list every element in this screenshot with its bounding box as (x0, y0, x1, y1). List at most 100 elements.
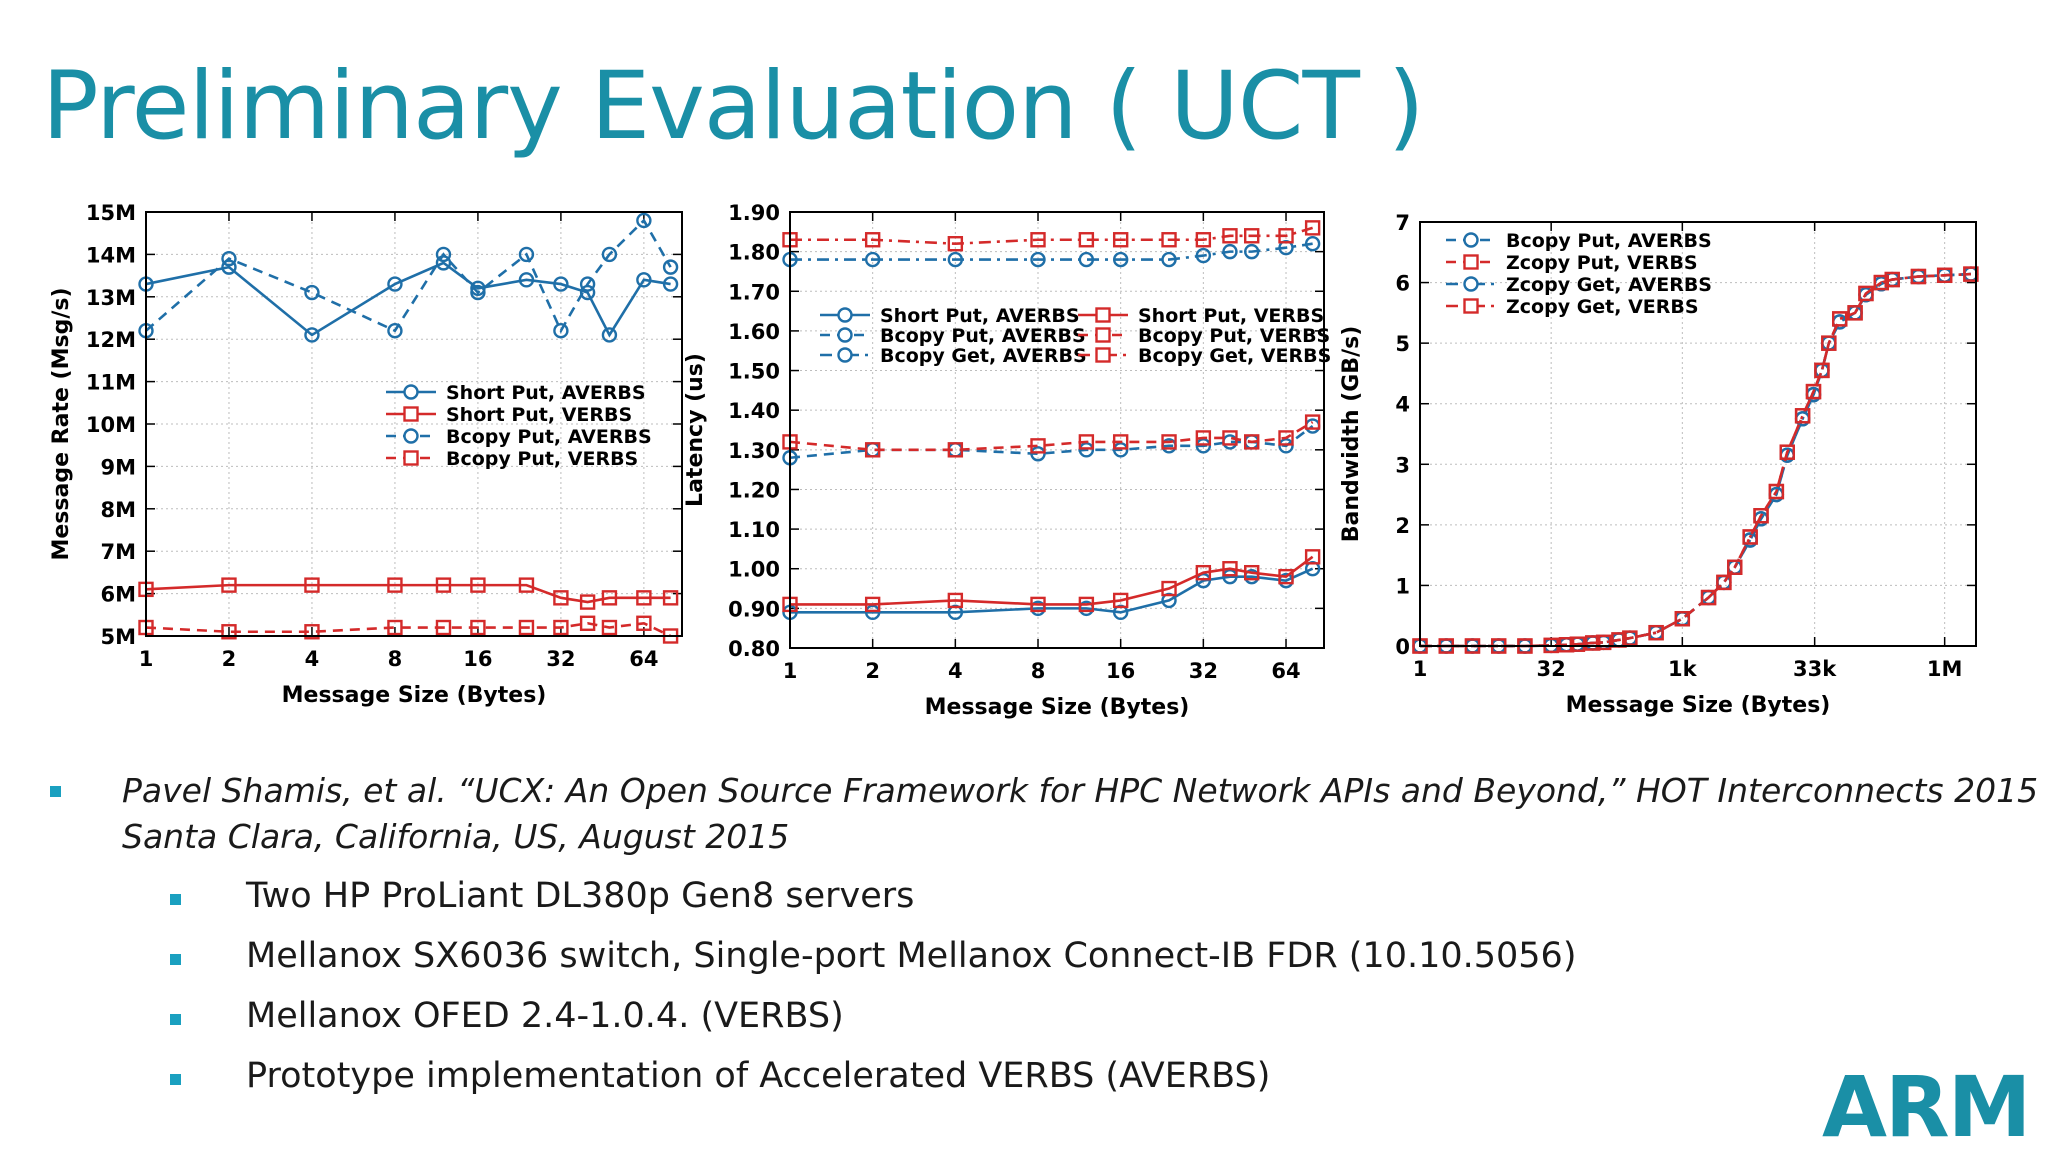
series-line (1420, 272, 1971, 648)
y-tick-label: 5M (100, 625, 136, 649)
y-tick-label: 14M (86, 243, 136, 267)
arm-logo: ARM (1822, 1058, 2031, 1156)
data-point (435, 577, 452, 593)
reference-line-2: Santa Clara, California, US, August 2015 (122, 817, 790, 856)
data-point (1884, 271, 1900, 288)
data-point (1873, 274, 1890, 291)
data-point (1716, 574, 1732, 591)
x-axis-label: Message Size (Bytes) (1566, 693, 1831, 718)
legend-marker (1095, 347, 1111, 363)
data-point (1030, 438, 1046, 454)
data-point (1244, 434, 1260, 450)
data-point (1858, 285, 1874, 302)
data-point (553, 590, 569, 606)
data-point (636, 212, 652, 229)
y-tick-label: 6M (100, 583, 136, 607)
data-point (1244, 228, 1260, 244)
y-tick-label: 13M (86, 286, 136, 310)
y-tick-label: 7 (1395, 211, 1410, 235)
series-line (1420, 272, 1971, 648)
y-tick-label: 5 (1395, 332, 1410, 356)
legend-label: Bcopy Put, AVERBS (446, 426, 652, 448)
x-tick-label: 1 (783, 659, 798, 683)
data-point (1814, 362, 1830, 379)
legend-marker (1463, 254, 1479, 270)
y-tick-label: 8M (100, 498, 136, 522)
data-point (947, 251, 964, 268)
sub-bullet-1: Two HP ProLiant DL380p Gen8 servers (170, 876, 915, 916)
data-point (387, 577, 403, 593)
data-point (947, 236, 964, 252)
data-point (1222, 568, 1238, 585)
x-tick-label: 32 (1189, 659, 1218, 683)
legend-label: Short Put, VERBS (1138, 305, 1324, 327)
data-point (1244, 243, 1260, 260)
legend-label: Zcopy Get, VERBS (1506, 296, 1699, 318)
data-point (1222, 228, 1238, 244)
data-point (1595, 634, 1612, 651)
data-point (553, 323, 569, 339)
legend-marker (403, 428, 419, 444)
y-tick-label: 9M (100, 455, 136, 479)
y-tick-label: 0.80 (728, 637, 780, 661)
y-tick-label: 0 (1395, 635, 1410, 659)
data-point (1700, 589, 1717, 606)
data-point (470, 284, 486, 301)
legend-marker (837, 327, 853, 343)
data-point (1304, 220, 1321, 236)
data-point (304, 284, 320, 301)
legend-label: Zcopy Put, VERBS (1506, 252, 1698, 274)
data-point (304, 624, 320, 640)
data-point (1278, 228, 1294, 244)
data-point (1195, 232, 1212, 248)
data-point (1304, 549, 1321, 565)
data-point (1304, 414, 1321, 430)
legend-label: Bcopy Get, AVERBS (880, 345, 1087, 367)
data-point (864, 604, 881, 621)
data-point (1910, 268, 1927, 285)
plot-frame (789, 211, 1325, 649)
data-point (1161, 580, 1177, 597)
data-point (1585, 635, 1601, 651)
data-point (1030, 446, 1046, 462)
legend-label: Bcopy Put, AVERBS (880, 325, 1086, 347)
sub-bullet-text: Two HP ProLiant DL380p Gen8 servers (246, 876, 915, 916)
y-tick-label: 2 (1395, 514, 1410, 538)
data-point (518, 272, 535, 288)
y-tick-label: 7M (100, 540, 136, 564)
x-tick-label: 32 (546, 647, 575, 671)
y-tick-label: 1.80 (728, 241, 780, 265)
y-axis-label: Bandwidth (GB/s) (1339, 326, 1364, 543)
data-point (304, 577, 320, 593)
y-tick-label: 1 (1395, 574, 1410, 598)
legend-marker (837, 347, 853, 363)
slide-title: Preliminary Evaluation ( UCT ) (42, 52, 1425, 161)
x-tick-label: 1k (1668, 657, 1698, 681)
data-point (1222, 243, 1238, 260)
x-axis-label: Message Size (Bytes) (282, 683, 547, 708)
y-tick-label: 1.20 (728, 478, 780, 502)
data-point (470, 577, 486, 593)
x-tick-label: 32 (1537, 657, 1566, 681)
data-point (1112, 232, 1129, 248)
legend-label: Bcopy Put, VERBS (446, 448, 638, 470)
data-point (1030, 232, 1046, 248)
legend-label: Bcopy Get, VERBS (1138, 345, 1331, 367)
data-point (221, 624, 237, 640)
data-point (221, 577, 237, 593)
data-point (1078, 251, 1095, 268)
data-point (1742, 529, 1758, 545)
data-point (662, 259, 679, 275)
x-tick-label: 4 (948, 659, 963, 683)
data-point (1805, 383, 1822, 400)
y-tick-label: 1.00 (728, 558, 780, 582)
legend-marker (1463, 232, 1479, 248)
y-tick-label: 1.50 (728, 360, 780, 384)
data-point (1112, 442, 1129, 458)
y-tick-label: 1.60 (728, 320, 780, 344)
data-point (1278, 430, 1294, 446)
data-point (1195, 438, 1212, 454)
bullet-square-icon (170, 1074, 181, 1085)
data-point (579, 276, 596, 292)
data-point (518, 577, 535, 593)
